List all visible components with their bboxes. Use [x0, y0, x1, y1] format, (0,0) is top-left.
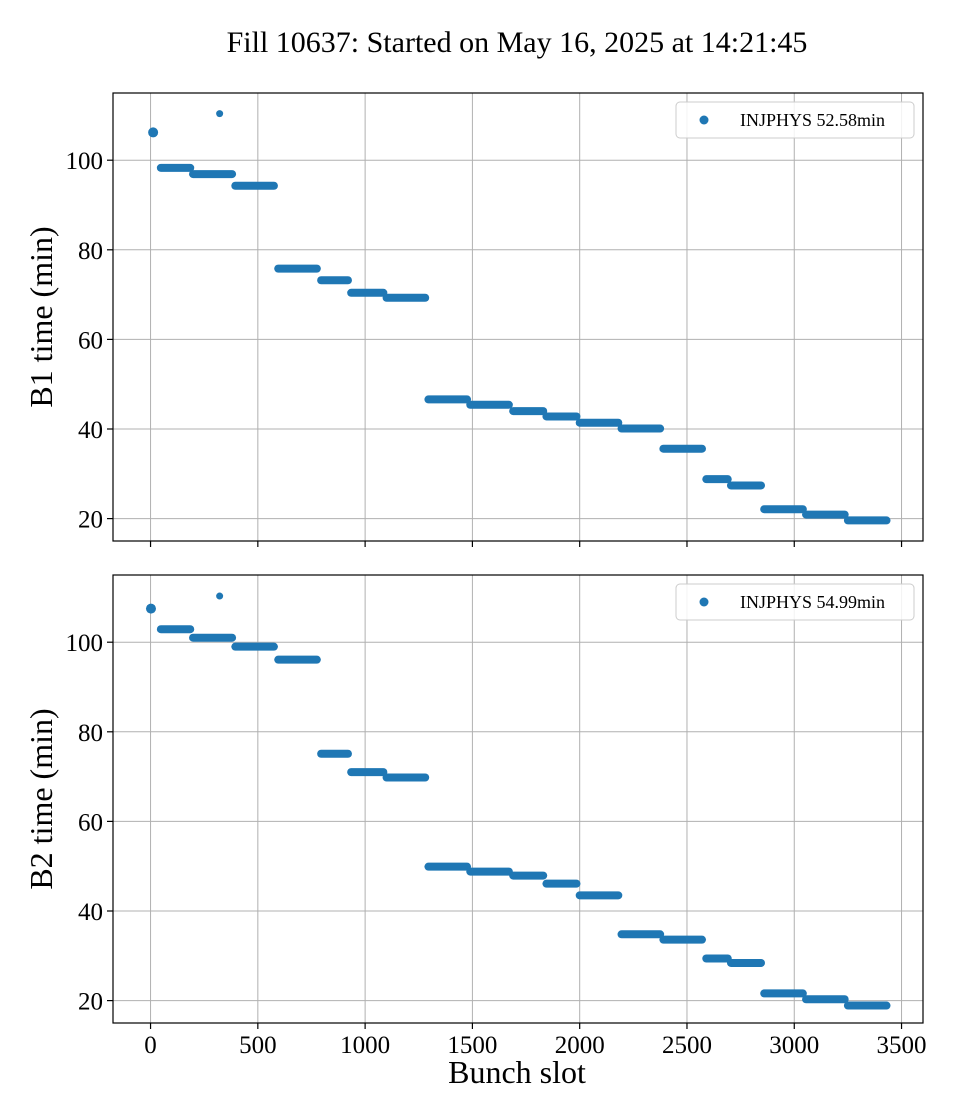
legend-label: INJPHYS 52.58min: [740, 110, 885, 130]
y-tick-label: 100: [66, 148, 104, 175]
x-tick-label: 2500: [662, 1032, 712, 1059]
legend-box: [675, 101, 915, 139]
figure-title: Fill 10637: Started on May 16, 2025 at 1…: [227, 26, 808, 59]
y-tick-label: 20: [78, 989, 103, 1016]
legend-box: [675, 583, 915, 621]
axes-frame: [112, 574, 924, 1024]
y-tick-label: 80: [78, 720, 103, 747]
legend-marker: [699, 115, 709, 125]
y-tick-label: 40: [78, 417, 103, 444]
y-tick-label: 60: [78, 809, 103, 836]
data-point-1: [216, 110, 224, 118]
b1-panel: 20 40 60 80 100 B1 time (min) INJPHYS 52.58min: [23, 92, 924, 547]
data-point-0: [148, 127, 159, 138]
x-tick-label: 1000: [340, 1032, 390, 1059]
legend-label: INJPHYS 54.99min: [740, 592, 885, 612]
y-tick-label: 60: [78, 327, 103, 354]
x-tick-label: 0: [144, 1032, 157, 1059]
x-tick-label: 3000: [769, 1032, 819, 1059]
y-tick-label: 100: [66, 630, 104, 657]
x-tick-label: 500: [239, 1032, 277, 1059]
x-tick-label: 1500: [447, 1032, 497, 1059]
y-axis-label: B1 time (min): [23, 226, 59, 407]
legend-marker: [699, 597, 709, 607]
y-tick-label: 20: [78, 507, 103, 534]
x-tick-label: 3500: [877, 1032, 927, 1059]
data-point-0: [145, 603, 156, 614]
x-axis-label: Bunch slot: [448, 1054, 586, 1090]
y-tick-label: 80: [78, 238, 103, 265]
x-tick-label: 2000: [555, 1032, 605, 1059]
y-axis-label: B2 time (min): [23, 708, 59, 889]
axes-frame: [112, 92, 924, 542]
y-tick-label: 40: [78, 899, 103, 926]
data-point-1: [216, 592, 224, 600]
